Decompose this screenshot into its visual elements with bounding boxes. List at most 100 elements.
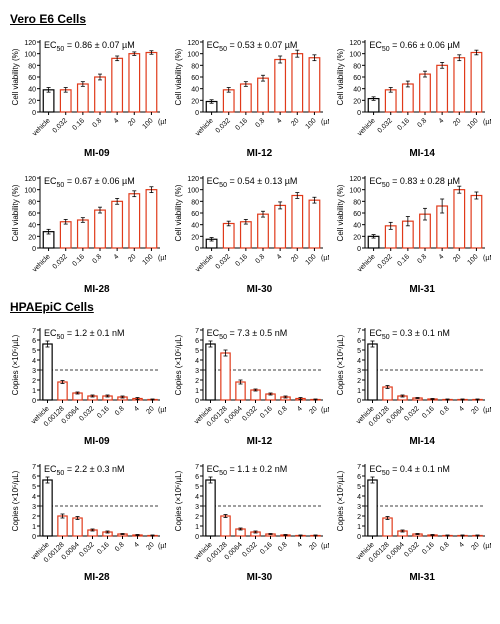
- svg-text:100: 100: [467, 117, 480, 130]
- svg-text:4: 4: [438, 253, 446, 261]
- compound-name: MI-30: [247, 284, 273, 295]
- compound-name: MI-09: [84, 148, 110, 159]
- bar: [420, 74, 431, 112]
- svg-text:20: 20: [452, 253, 463, 264]
- svg-text:0: 0: [357, 398, 361, 405]
- chart-panel: 020406080100120vehicle0.0320.160.8420100…: [171, 164, 330, 296]
- bar: [251, 390, 260, 400]
- svg-text:3: 3: [357, 368, 361, 375]
- svg-text:0.16: 0.16: [234, 117, 249, 132]
- bar: [292, 196, 303, 249]
- svg-text:20: 20: [145, 405, 156, 416]
- svg-text:100: 100: [187, 52, 199, 59]
- svg-text:0.032: 0.032: [52, 117, 69, 134]
- svg-text:Copies (×10⁵/µL): Copies (×10⁵/µL): [11, 470, 20, 531]
- bar: [274, 60, 285, 113]
- svg-text:0.032: 0.032: [78, 541, 95, 558]
- svg-text:4: 4: [458, 405, 466, 413]
- svg-text:80: 80: [28, 199, 36, 206]
- svg-text:20: 20: [127, 253, 138, 264]
- svg-text:120: 120: [24, 176, 36, 183]
- bar: [112, 201, 123, 248]
- svg-text:(µM): (µM): [158, 543, 166, 550]
- svg-text:80: 80: [354, 199, 362, 206]
- chart-panel: 01234567vehicle0.001280.00640.0320.160.8…: [171, 452, 330, 584]
- bar: [78, 84, 89, 112]
- svg-text:(µM): (µM): [483, 543, 491, 550]
- ec50-label: EC50 = 0.67 ± 0.06 µM: [44, 176, 135, 189]
- compound-name: MI-09: [84, 436, 110, 447]
- svg-text:5: 5: [357, 484, 361, 491]
- bar: [292, 54, 303, 112]
- svg-text:5: 5: [32, 348, 36, 355]
- svg-text:Copies (×10⁵/µL): Copies (×10⁵/µL): [336, 334, 345, 395]
- bar: [73, 518, 82, 536]
- ec50-label: EC50 = 0.86 ± 0.07 µM: [44, 40, 135, 53]
- svg-text:2: 2: [195, 514, 199, 521]
- svg-text:0.032: 0.032: [52, 253, 69, 270]
- svg-text:60: 60: [28, 75, 36, 82]
- svg-text:0.8: 0.8: [439, 541, 451, 553]
- svg-text:Copies (×10⁵/µL): Copies (×10⁵/µL): [174, 470, 183, 531]
- svg-text:0.032: 0.032: [377, 117, 394, 134]
- svg-text:120: 120: [187, 176, 199, 183]
- svg-text:4: 4: [133, 405, 141, 413]
- svg-text:(µM): (µM): [158, 255, 166, 262]
- svg-text:1: 1: [32, 524, 36, 531]
- svg-text:1: 1: [195, 524, 199, 531]
- svg-text:Cell viability (%): Cell viability (%): [11, 184, 20, 241]
- chart-panel: 01234567vehicle0.001280.00640.0320.160.8…: [333, 316, 492, 448]
- svg-text:4: 4: [195, 494, 199, 501]
- svg-text:100: 100: [24, 188, 36, 195]
- bar: [206, 344, 215, 400]
- bar: [60, 222, 71, 248]
- svg-text:0: 0: [357, 534, 361, 541]
- svg-text:vehicle: vehicle: [357, 117, 377, 137]
- bar: [257, 214, 268, 248]
- chart-grid: 01234567vehicle0.001280.00640.0320.160.8…: [8, 316, 492, 584]
- svg-text:20: 20: [452, 117, 463, 128]
- svg-text:60: 60: [28, 211, 36, 218]
- bar: [274, 205, 285, 248]
- svg-text:120: 120: [350, 40, 362, 47]
- svg-text:0.8: 0.8: [91, 253, 103, 265]
- svg-text:20: 20: [28, 234, 36, 241]
- ec50-label: EC50 = 0.3 ± 0.1 nM: [369, 328, 450, 341]
- bar: [95, 210, 106, 248]
- bar: [58, 516, 67, 536]
- svg-text:4: 4: [357, 494, 361, 501]
- svg-text:20: 20: [290, 117, 301, 128]
- ec50-label: EC50 = 1.2 ± 0.1 nM: [44, 328, 125, 341]
- chart-panel: 020406080100120vehicle0.0320.160.8420100…: [8, 28, 167, 160]
- compound-name: MI-12: [247, 436, 273, 447]
- svg-text:1: 1: [357, 524, 361, 531]
- bar: [403, 84, 414, 112]
- svg-text:0: 0: [195, 110, 199, 117]
- svg-text:4: 4: [195, 358, 199, 365]
- svg-text:20: 20: [145, 541, 156, 552]
- svg-text:4: 4: [32, 494, 36, 501]
- svg-text:0: 0: [195, 246, 199, 253]
- svg-text:100: 100: [141, 117, 154, 130]
- svg-text:3: 3: [195, 504, 199, 511]
- compound-name: MI-14: [409, 148, 435, 159]
- compound-name: MI-31: [409, 284, 435, 295]
- svg-text:3: 3: [357, 504, 361, 511]
- svg-text:20: 20: [28, 98, 36, 105]
- svg-text:0.16: 0.16: [421, 541, 436, 556]
- chart-panel: 01234567vehicle0.001280.00640.0320.160.8…: [333, 452, 492, 584]
- svg-text:40: 40: [191, 87, 199, 94]
- bar: [471, 196, 482, 249]
- svg-text:4: 4: [296, 541, 304, 549]
- svg-text:60: 60: [354, 211, 362, 218]
- svg-text:4: 4: [275, 253, 283, 261]
- section-title: Vero E6 Cells: [10, 12, 492, 26]
- chart-panel: 01234567vehicle0.001280.00640.0320.160.8…: [8, 452, 167, 584]
- svg-text:3: 3: [32, 504, 36, 511]
- bar: [223, 90, 234, 112]
- svg-text:4: 4: [458, 541, 466, 549]
- ec50-label: EC50 = 0.66 ± 0.06 µM: [369, 40, 460, 53]
- svg-text:6: 6: [357, 338, 361, 345]
- svg-text:vehicle: vehicle: [31, 117, 51, 137]
- svg-text:6: 6: [195, 474, 199, 481]
